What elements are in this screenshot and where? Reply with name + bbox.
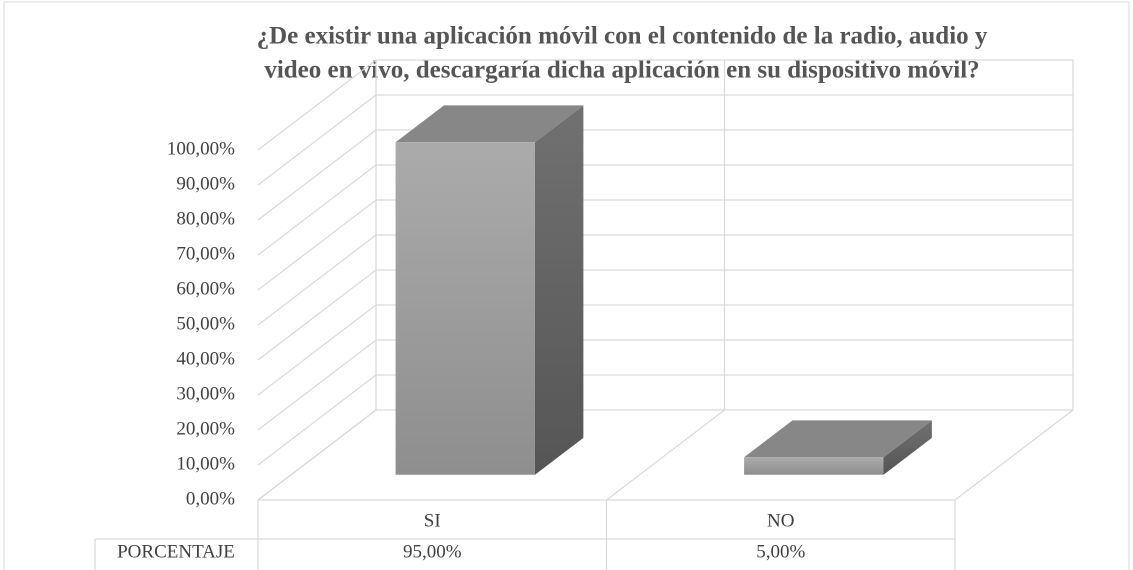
y-tick-label: 70,00% xyxy=(176,243,235,264)
grid-line xyxy=(257,59,377,151)
y-tick-label: 10,00% xyxy=(176,453,235,474)
grid-line xyxy=(257,269,377,361)
table-series-name: PORCENTAJE xyxy=(117,541,235,562)
y-tick-label: 40,00% xyxy=(176,348,235,369)
table-value: 95,00% xyxy=(403,541,462,562)
chart-title: ¿De existir una aplicación móvil con el … xyxy=(257,23,988,50)
grid-line xyxy=(257,339,377,431)
chart-border xyxy=(3,1,1130,570)
bar-side xyxy=(883,420,932,475)
grid-line xyxy=(257,234,377,326)
bar xyxy=(744,457,884,475)
grid-line xyxy=(257,374,377,466)
grid-line xyxy=(257,304,377,396)
x-tick-label: SI xyxy=(424,510,441,531)
grid-line xyxy=(257,199,377,291)
y-tick-label: 30,00% xyxy=(176,383,235,404)
grid-line xyxy=(257,94,377,186)
y-tick-label: 50,00% xyxy=(176,313,235,334)
y-tick-label: 80,00% xyxy=(176,208,235,229)
floor-divider xyxy=(606,409,725,501)
y-tick-label: 0,00% xyxy=(186,488,235,509)
x-tick-label: NO xyxy=(767,510,794,531)
bar-top xyxy=(395,105,584,143)
table-value: 5,00% xyxy=(756,541,805,562)
y-tick-label: 60,00% xyxy=(176,278,235,299)
grid-line xyxy=(257,164,377,256)
bar xyxy=(395,142,535,475)
bar-top xyxy=(744,420,932,458)
y-tick-label: 100,00% xyxy=(167,138,235,159)
grid-line xyxy=(257,129,377,221)
floor-divider xyxy=(954,409,1074,501)
y-tick-label: 90,00% xyxy=(176,173,235,194)
y-tick-label: 20,00% xyxy=(176,418,235,439)
bar-side xyxy=(534,105,584,475)
floor-divider xyxy=(257,409,377,501)
chart-title: video en vivo, descargaría dicha aplicac… xyxy=(264,57,979,84)
